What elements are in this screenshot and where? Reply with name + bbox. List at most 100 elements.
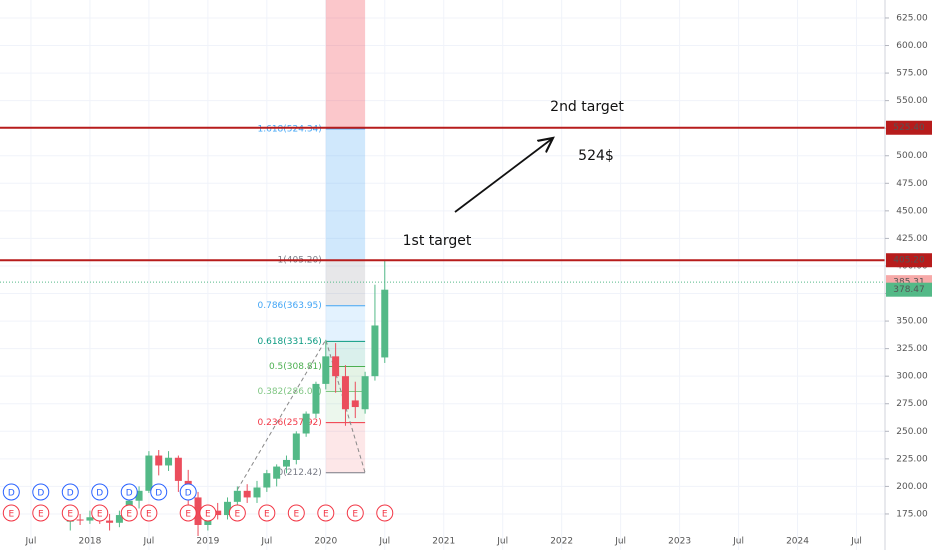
- event-marker: E: [61, 504, 79, 522]
- x-tick-label: Jul: [378, 537, 390, 547]
- x-tick-label: 2021: [432, 537, 455, 547]
- fib-label: 1.618(524.34): [258, 124, 322, 134]
- event-circle: [91, 483, 109, 501]
- candle-body: [361, 376, 369, 410]
- event-circle: [179, 504, 197, 522]
- event-circle: [2, 504, 20, 522]
- arrow: [454, 138, 553, 213]
- x-tick-label: Jul: [142, 537, 154, 547]
- event-circle: [287, 504, 305, 522]
- event-circle: [120, 504, 138, 522]
- y-tick-label: 600.00: [896, 41, 928, 51]
- candle-body: [224, 501, 232, 516]
- y-tick-label: 250.00: [896, 427, 928, 437]
- y-tick-label: 625.00: [896, 13, 928, 23]
- x-tick-label: Jul: [732, 537, 744, 547]
- fib-zone: [325, 128, 366, 261]
- x-tick-label: 2024: [786, 537, 809, 547]
- event-marker: E: [199, 504, 217, 522]
- event-circle: [2, 483, 20, 501]
- candle-body: [233, 490, 241, 502]
- candle-body: [312, 383, 320, 414]
- candle-body: [243, 490, 251, 498]
- annotation: 2nd target: [550, 99, 624, 115]
- candle-body: [371, 325, 379, 377]
- event-marker: E: [376, 504, 394, 522]
- x-tick-label: Jul: [496, 537, 508, 547]
- x-tick-label: 2020: [314, 537, 337, 547]
- candle-body: [263, 473, 271, 488]
- event-label: D: [67, 489, 74, 499]
- event-circle: [228, 504, 246, 522]
- fib-label: 0(212.42): [278, 468, 322, 478]
- candle-body: [135, 490, 143, 501]
- y-tick-label: 450.00: [896, 206, 928, 216]
- event-marker: E: [32, 504, 50, 522]
- candle-body: [106, 520, 114, 523]
- event-marker: E: [287, 504, 305, 522]
- event-label: D: [8, 489, 15, 499]
- last-price-label: 385.31: [893, 278, 925, 288]
- x-tick-label: Jul: [614, 537, 626, 547]
- event-marker: E: [317, 504, 335, 522]
- event-label: D: [96, 489, 103, 499]
- fib-zone: [325, 422, 366, 473]
- annotation: 524$: [578, 148, 614, 164]
- y-tick-label: 225.00: [896, 454, 928, 464]
- fib-label: 0.5(308.81): [269, 362, 322, 372]
- price-level-tag: [886, 120, 932, 135]
- event-label: E: [323, 510, 329, 520]
- event-circle: [317, 504, 335, 522]
- price-level-label: 405.20: [893, 256, 925, 266]
- y-tick-label: 350.00: [896, 317, 928, 327]
- event-circle: [150, 483, 168, 501]
- y-tick-label: 275.00: [896, 399, 928, 409]
- x-tick-label: 2022: [550, 537, 573, 547]
- event-marker: E: [258, 504, 276, 522]
- y-tick-label: 325.00: [896, 344, 928, 354]
- event-label: E: [293, 510, 299, 520]
- candle-body: [194, 497, 202, 525]
- event-label: E: [264, 510, 270, 520]
- candle-body: [322, 356, 330, 384]
- plot-area: Jul 2018 Jul 2019 Jul 2020 Jul 2021 Jul 2022 Jul 20…: [0, 0, 885, 550]
- candle-body: [351, 400, 359, 408]
- event-marker: E: [140, 504, 158, 522]
- candle-body: [174, 457, 182, 481]
- annotation: 1st target: [403, 233, 472, 249]
- fib-label: 0.382(286.06): [258, 387, 322, 397]
- event-marker: D: [61, 483, 79, 501]
- event-label: D: [155, 489, 162, 499]
- event-label: E: [234, 510, 240, 520]
- price-level-tag: [886, 253, 932, 268]
- candle-body: [115, 515, 123, 523]
- event-marker: D: [179, 483, 197, 501]
- close-label: 378.47: [893, 285, 925, 295]
- event-marker: E: [228, 504, 246, 522]
- event-circle: [32, 504, 50, 522]
- fib-zone: [325, 260, 366, 306]
- event-label: D: [185, 489, 192, 499]
- fib-label: 0.236(257.92): [258, 418, 322, 428]
- candle-body: [292, 433, 300, 460]
- candle-body: [341, 376, 349, 410]
- event-label: E: [185, 510, 191, 520]
- event-marker: D: [91, 483, 109, 501]
- x-tick-label: 2018: [78, 537, 101, 547]
- event-label: E: [126, 510, 132, 520]
- fib-zone: [325, 305, 366, 342]
- event-marker: D: [32, 483, 50, 501]
- event-circle: [199, 504, 217, 522]
- event-circle: [61, 483, 79, 501]
- candle-body: [253, 487, 261, 498]
- y-tick-label: 300.00: [896, 372, 928, 382]
- x-tick-label: 2019: [196, 537, 219, 547]
- event-label: E: [382, 510, 388, 520]
- candle-body: [155, 455, 163, 466]
- event-marker: E: [91, 504, 109, 522]
- swing-line: [236, 338, 366, 490]
- y-tick-label: 475.00: [896, 179, 928, 189]
- y-tick-label: 200.00: [896, 482, 928, 492]
- event-circle: [120, 483, 138, 501]
